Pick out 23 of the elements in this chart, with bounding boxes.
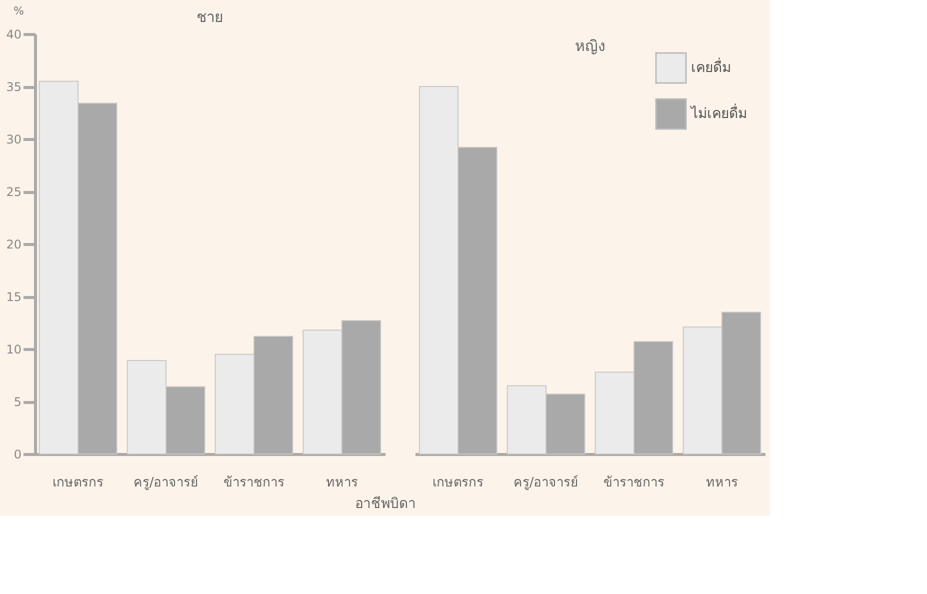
y-tick-label: 35: [6, 80, 22, 94]
y-tick-label: 0: [14, 448, 22, 462]
legend-label: เคยดื่ม: [691, 58, 731, 76]
y-tick-label: 25: [6, 185, 22, 199]
x-tick-label: ครู/อาจารย์: [513, 474, 579, 490]
y-tick-label: 15: [6, 290, 22, 304]
y-tick-label: 40: [6, 28, 22, 42]
y-axis-title: %: [14, 4, 24, 18]
legend-label: ไม่เคยดื่ม: [690, 104, 747, 122]
y-tick-label: 5: [14, 395, 22, 409]
chart-title: ชาย: [196, 8, 224, 26]
x-tick-label: ข้าราชการ: [223, 476, 284, 490]
y-tick-label: 30: [6, 132, 22, 146]
x-tick-label: ข้าราชการ: [603, 476, 664, 490]
x-tick-label: ทหาร: [706, 476, 738, 490]
x-axis-title: อาชีพบิดา: [354, 496, 416, 512]
y-tick-label: 10: [6, 342, 22, 356]
chart-title: หญิง: [575, 37, 605, 55]
x-tick-label: ครู/อาจารย์: [133, 474, 199, 490]
x-tick-label: เกษตรกร: [432, 476, 484, 490]
y-tick-label: 20: [6, 238, 22, 252]
x-tick-label: ทหาร: [326, 476, 358, 490]
x-tick-label: เกษตรกร: [52, 476, 104, 490]
